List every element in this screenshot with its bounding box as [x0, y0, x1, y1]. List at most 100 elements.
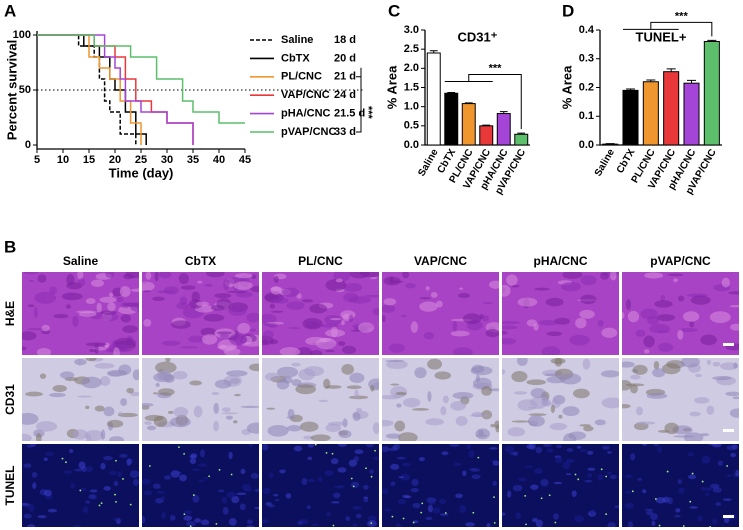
image-texture: [201, 334, 218, 345]
image-texture: [523, 465, 534, 468]
image-texture: [103, 486, 111, 491]
image-texture: [512, 484, 523, 492]
image-texture: [77, 395, 92, 398]
image-texture: [232, 420, 238, 424]
image-texture: [607, 522, 616, 527]
image-texture: [402, 272, 410, 279]
image-texture: [118, 364, 132, 375]
image-texture: [449, 444, 460, 447]
image-texture: [349, 372, 365, 383]
apoptotic-dot: [365, 467, 367, 470]
image-texture: [529, 415, 539, 425]
image-texture: [143, 490, 153, 496]
image-texture: [622, 380, 632, 391]
image-texture: [411, 478, 419, 486]
image-texture: [295, 384, 316, 395]
error-bar: [429, 50, 438, 53]
y-tick-label: 2.0: [404, 62, 419, 74]
image-texture: [452, 320, 458, 333]
error-bar: [686, 79, 697, 84]
apoptotic-dot: [114, 493, 116, 496]
image-texture: [630, 453, 636, 461]
image-texture: [410, 321, 419, 333]
image-texture: [730, 323, 739, 331]
image-texture: [116, 297, 124, 303]
image-texture: [43, 457, 48, 461]
image-texture: [675, 508, 681, 513]
image-texture: [228, 305, 247, 316]
image-texture: [636, 421, 656, 425]
image-texture: [389, 276, 394, 285]
image-texture: [85, 342, 107, 347]
column-header: CbTX: [185, 254, 216, 268]
image-texture: [600, 272, 610, 280]
apoptotic-dot: [682, 525, 685, 527]
x-tick-label: 40: [213, 154, 225, 166]
image-texture: [240, 405, 259, 409]
legend-label: VAP/CNC: [281, 89, 330, 101]
image-texture: [85, 358, 97, 362]
image-texture: [214, 379, 232, 389]
image-texture: [485, 329, 499, 338]
image-texture: [213, 402, 219, 414]
image-texture: [705, 492, 710, 496]
image-texture: [385, 433, 401, 439]
image-texture: [23, 272, 39, 275]
image-texture: [502, 284, 511, 297]
image-texture: [279, 469, 286, 474]
image-texture: [372, 307, 379, 316]
image-texture: [52, 384, 67, 393]
image-texture: [28, 279, 35, 283]
x-tick-label: 30: [161, 154, 173, 166]
image-texture: [583, 425, 594, 432]
image-texture: [453, 462, 462, 466]
image-texture: [705, 487, 713, 491]
image-texture: [530, 388, 546, 399]
image-texture: [310, 434, 331, 441]
image-texture: [562, 272, 583, 279]
significance-label: ***: [489, 62, 503, 74]
image-texture: [538, 319, 558, 326]
image-texture: [689, 411, 701, 417]
image-texture: [575, 317, 587, 329]
image-texture: [273, 275, 279, 283]
y-tick-label: 0.1: [579, 110, 594, 122]
image-texture: [22, 331, 37, 341]
bar: [642, 81, 659, 146]
bar: [514, 133, 529, 146]
image-texture: [143, 290, 151, 293]
image-texture: [118, 411, 123, 416]
image-texture: [188, 299, 203, 309]
y-tick-label: 0.3: [579, 53, 594, 65]
image-texture: [263, 323, 276, 327]
image-texture: [130, 391, 139, 397]
x-tick-label: 15: [83, 154, 95, 166]
image-texture: [233, 281, 253, 290]
image-texture: [179, 474, 188, 482]
image-texture: [534, 287, 550, 291]
image-texture: [340, 310, 356, 320]
image-texture: [154, 272, 159, 282]
apoptotic-dot: [574, 473, 577, 476]
image-texture: [23, 513, 32, 519]
image-texture: [254, 506, 259, 510]
error-bar: [707, 39, 717, 42]
image-texture: [410, 487, 419, 493]
image-texture: [526, 319, 537, 327]
image-texture: [397, 498, 407, 505]
image-texture: [274, 498, 280, 502]
image-texture: [425, 516, 433, 521]
image-texture: [644, 508, 654, 511]
significance-label: ***: [675, 10, 689, 22]
image-texture: [109, 470, 117, 476]
image-texture: [293, 445, 303, 452]
image-texture: [695, 373, 702, 378]
micrograph: [622, 358, 739, 441]
bar: [602, 143, 619, 146]
apoptotic-dot: [215, 523, 218, 525]
error-bar: [464, 102, 473, 104]
image-texture: [404, 495, 412, 499]
image-texture: [516, 358, 528, 366]
image-texture: [708, 444, 718, 446]
image-texture: [580, 275, 597, 286]
